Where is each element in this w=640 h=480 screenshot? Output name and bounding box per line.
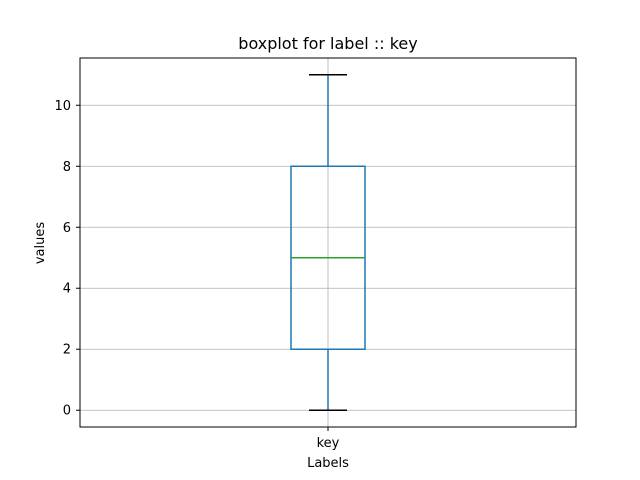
axis-layer: 0 2 4 6 8 10 key (54, 99, 339, 451)
y-tick-label: 0 (63, 404, 71, 419)
x-axis-label: Labels (307, 456, 349, 471)
y-tick-label: 8 (63, 160, 71, 175)
y-tick-label: 6 (63, 221, 71, 236)
y-tick-label: 2 (63, 343, 71, 358)
x-tick-label: key (317, 436, 340, 451)
y-tick-label: 10 (54, 99, 71, 114)
y-axis-label: values (33, 222, 48, 265)
y-tick-label: 4 (63, 282, 71, 297)
chart-title: boxplot for label :: key (238, 34, 417, 53)
box-layer (290, 74, 366, 411)
